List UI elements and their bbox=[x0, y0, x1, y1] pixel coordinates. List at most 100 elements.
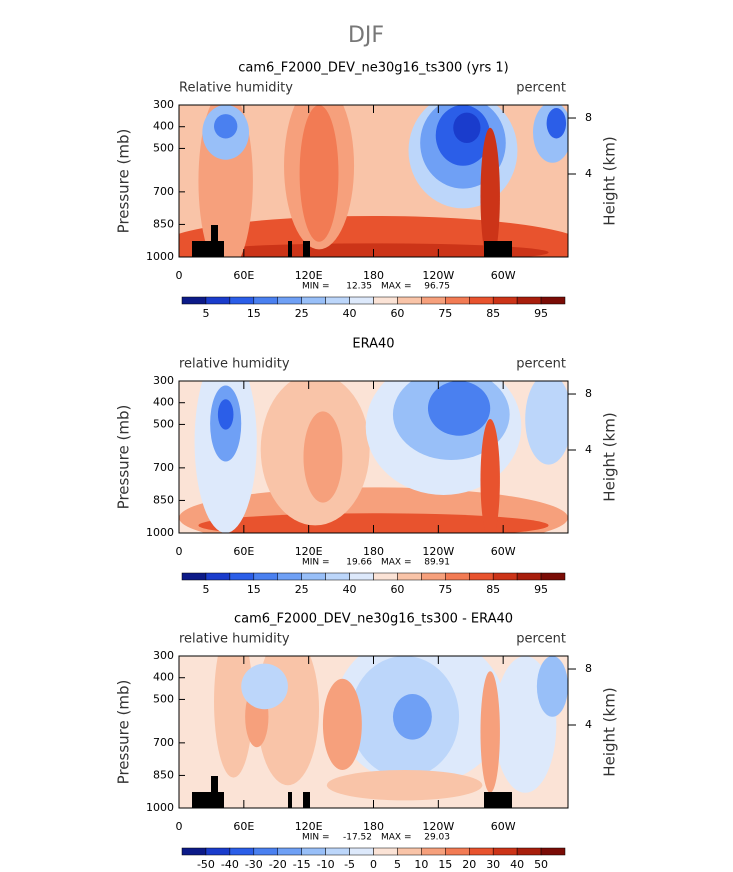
x-tick-label: 120E bbox=[295, 269, 323, 282]
colorbar-box bbox=[277, 847, 302, 856]
colorbar-box bbox=[469, 296, 494, 305]
colorbar-label: 85 bbox=[486, 307, 500, 320]
colorbar-box bbox=[301, 847, 326, 856]
colorbar-label: 40 bbox=[510, 858, 524, 871]
x-tick-label: 180 bbox=[363, 269, 384, 282]
colorbar-label: -5 bbox=[344, 858, 355, 871]
min-value: 12.35 bbox=[346, 282, 372, 292]
field-contour bbox=[546, 108, 567, 139]
colorbar-label: 25 bbox=[295, 307, 309, 320]
max-value: 29.03 bbox=[424, 833, 450, 843]
min-label: MIN = bbox=[302, 558, 330, 568]
field-contour bbox=[299, 105, 339, 242]
y-tick-label: 400 bbox=[153, 120, 174, 133]
colorbar-label: 75 bbox=[438, 307, 452, 320]
field-contour bbox=[217, 399, 234, 430]
y-tick-label: 500 bbox=[153, 692, 174, 705]
colorbar-label: 15 bbox=[438, 858, 452, 871]
colorbar-box bbox=[540, 572, 566, 581]
colorbar-box bbox=[373, 572, 398, 581]
max-label: MAX = bbox=[381, 558, 412, 568]
colorbar-label: 40 bbox=[343, 583, 357, 596]
colorbar-box bbox=[253, 296, 278, 305]
colorbar-box bbox=[540, 296, 566, 305]
colorbar-box bbox=[181, 296, 207, 305]
colorbar-box bbox=[445, 572, 470, 581]
y2-axis-label: Height (km) bbox=[601, 136, 619, 225]
colorbar-box bbox=[349, 296, 374, 305]
field-contour bbox=[392, 694, 432, 740]
min-value: -17.52 bbox=[343, 833, 372, 843]
y-tick-label: 500 bbox=[153, 417, 174, 430]
x-tick-label: 60E bbox=[233, 545, 254, 558]
y-tick-label: 1000 bbox=[146, 801, 174, 814]
colorbar-box bbox=[181, 572, 207, 581]
figure-title: DJF bbox=[348, 23, 384, 48]
colorbar-label: 15 bbox=[247, 307, 261, 320]
y2-tick-label: 4 bbox=[585, 443, 592, 456]
y-tick-label: 300 bbox=[153, 98, 174, 111]
field-contour bbox=[241, 663, 288, 710]
colorbar-box bbox=[325, 296, 350, 305]
colorbar-label: 75 bbox=[438, 583, 452, 596]
x-tick-label: 120W bbox=[422, 269, 454, 282]
y-tick-label: 300 bbox=[153, 374, 174, 387]
x-tick-label: 60E bbox=[233, 269, 254, 282]
y-tick-label: 850 bbox=[153, 217, 174, 230]
colorbar-box bbox=[492, 296, 518, 305]
field-contour bbox=[214, 114, 238, 139]
colorbar-box bbox=[469, 572, 494, 581]
field bbox=[179, 656, 568, 808]
colorbar-label: 85 bbox=[486, 583, 500, 596]
colorbar-label: 60 bbox=[390, 307, 404, 320]
colorbar-label: -20 bbox=[269, 858, 287, 871]
x-tick-label: 180 bbox=[363, 545, 384, 558]
field-contour bbox=[525, 381, 568, 465]
colorbar-label: 95 bbox=[534, 307, 548, 320]
colorbar-box bbox=[445, 847, 470, 856]
field-contour bbox=[427, 381, 491, 436]
colorbar-box bbox=[492, 572, 518, 581]
colorbar-box bbox=[421, 847, 446, 856]
x-tick-label: 120E bbox=[295, 545, 323, 558]
right-label: percent bbox=[516, 81, 566, 96]
y-tick-label: 300 bbox=[153, 649, 174, 662]
colorbar-box bbox=[492, 847, 518, 856]
field-contour bbox=[303, 411, 343, 503]
colorbar-label: 50 bbox=[534, 858, 548, 871]
colorbar-box bbox=[301, 572, 326, 581]
colorbar-box bbox=[349, 847, 374, 856]
max-value: 89.91 bbox=[424, 558, 450, 568]
y-tick-label: 500 bbox=[153, 141, 174, 154]
topography bbox=[211, 776, 218, 808]
field bbox=[179, 105, 568, 257]
x-tick-label: 120W bbox=[422, 820, 454, 833]
topography bbox=[303, 241, 310, 257]
right-label: percent bbox=[516, 632, 566, 647]
colorbar-box bbox=[325, 572, 350, 581]
y-axis-label: Pressure (mb) bbox=[115, 405, 133, 510]
y2-tick-label: 4 bbox=[585, 718, 592, 731]
field-contour bbox=[453, 112, 481, 143]
field-contour bbox=[198, 513, 549, 533]
colorbar-label: -10 bbox=[317, 858, 335, 871]
x-tick-label: 0 bbox=[176, 269, 183, 282]
topography bbox=[288, 241, 292, 257]
panel-title: cam6_F2000_DEV_ne30g16_ts300 (yrs 1) bbox=[238, 61, 508, 76]
x-tick-label: 60W bbox=[491, 545, 516, 558]
colorbar-label: 5 bbox=[202, 307, 209, 320]
max-label: MAX = bbox=[381, 282, 412, 292]
colorbar-box bbox=[205, 572, 231, 581]
topography bbox=[303, 792, 310, 808]
y-tick-label: 400 bbox=[153, 396, 174, 409]
x-tick-label: 180 bbox=[363, 820, 384, 833]
y-axis-label: Pressure (mb) bbox=[115, 129, 133, 234]
max-value: 96.75 bbox=[424, 282, 450, 292]
colorbar-label: -30 bbox=[245, 858, 263, 871]
topography bbox=[484, 241, 512, 257]
colorbar-box bbox=[516, 847, 542, 856]
colorbar-box bbox=[325, 847, 350, 856]
colorbar-box bbox=[516, 572, 542, 581]
x-tick-label: 60W bbox=[491, 820, 516, 833]
